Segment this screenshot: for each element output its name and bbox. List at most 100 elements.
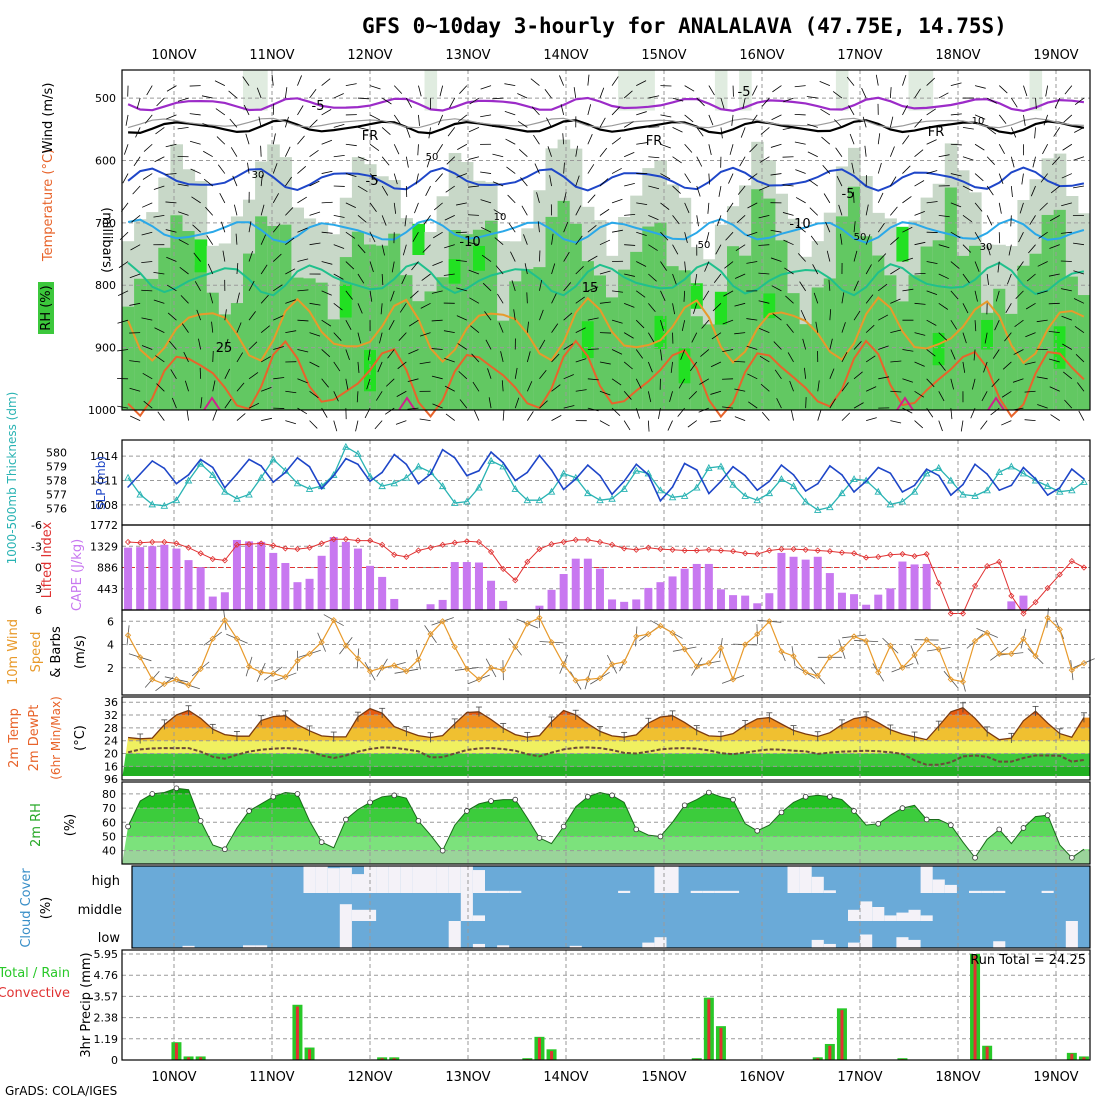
cloud-bar-high [823, 890, 836, 893]
wind-barb [648, 244, 658, 251]
wind-barb [694, 273, 698, 285]
wind-barb [380, 303, 383, 315]
wind10-point [245, 663, 253, 670]
wind-barb [199, 367, 202, 379]
wind-barb [428, 127, 431, 139]
wind-barb [832, 91, 843, 99]
wind-barb [691, 332, 698, 343]
li-point [790, 546, 797, 553]
wind-barb [684, 143, 693, 153]
date-axis-bottom: 10NOV 11NOV 12NOV 13NOV 14NOV 15NOV 16NOV 17NOV… [151, 1070, 1078, 1085]
wind-barb [611, 76, 619, 86]
wind-barb [426, 156, 431, 168]
wind10-point [524, 620, 531, 627]
wind-barb [190, 168, 201, 174]
wind-barb [407, 407, 419, 410]
li-point [802, 546, 809, 553]
wind-barb [624, 244, 636, 246]
cape-bar [753, 603, 762, 610]
rh-shade-mid [146, 278, 159, 410]
wind-barb [129, 415, 141, 421]
wind-barb [865, 204, 869, 216]
wind-barb [802, 338, 807, 350]
slp-point [478, 469, 480, 472]
slp-point [514, 479, 517, 482]
slp-point [1022, 466, 1025, 469]
isotherm-label: 15 [582, 281, 599, 296]
wind-barb [166, 284, 177, 292]
slp-point [187, 474, 190, 476]
wind10-point [584, 676, 591, 683]
li-point [838, 549, 846, 556]
cape-tick: 1329 [90, 540, 118, 553]
rh-shade-mid [497, 320, 510, 410]
wind-barb [759, 355, 770, 363]
wind-barb [926, 201, 938, 204]
date-label: 11NOV [249, 48, 294, 63]
rh-contour-label: 30 [980, 242, 993, 253]
wind-barb [321, 319, 332, 327]
wind-barb [393, 202, 397, 214]
wind-barb [974, 261, 980, 272]
wind-barb [222, 250, 226, 262]
rh-frame [121, 781, 1091, 865]
wind-barb [418, 114, 420, 126]
wind-barb [468, 269, 480, 275]
thickness-point [765, 489, 774, 497]
wind-barb [551, 384, 561, 392]
wind-barb [672, 273, 677, 285]
cape-bar [305, 578, 314, 610]
cape-bar [608, 599, 617, 610]
li-point [645, 544, 652, 551]
isotherm-label: FR [646, 134, 663, 149]
wind-barb [563, 192, 567, 203]
wind-barb [623, 420, 631, 431]
slp-point [986, 473, 988, 475]
wind-barb [260, 204, 265, 216]
wind-barb [636, 290, 646, 298]
wind-barb [878, 283, 888, 292]
cape-bar [668, 576, 677, 610]
wind-barb [902, 75, 907, 86]
wind-barb [599, 147, 608, 157]
wind-barb [981, 391, 988, 402]
wind-barb [374, 420, 383, 430]
wind-barb [169, 340, 177, 350]
cloud-bar-high [666, 866, 679, 893]
thickness-tick: 578 [46, 475, 67, 488]
wind-barb [357, 215, 367, 223]
temp-tick: 36 [104, 696, 118, 709]
rh-shade-high [448, 259, 462, 284]
wind-barb [866, 417, 877, 421]
wind-barb [710, 390, 722, 395]
wind-barb [807, 123, 818, 128]
wind-barb [962, 273, 970, 284]
wind10-point [754, 630, 761, 638]
wind-barb [563, 312, 573, 321]
wind-barb [456, 173, 467, 178]
cape-bar [595, 568, 604, 610]
thickness-point [1019, 469, 1028, 477]
thickness-point [511, 484, 520, 492]
wind-barb [165, 143, 177, 148]
wind-barb [734, 273, 746, 279]
wind-barb [660, 173, 671, 180]
wind-barb [345, 290, 353, 300]
cloud-bar-high [364, 866, 377, 893]
wind-barb [154, 156, 165, 163]
li-point [633, 546, 640, 553]
thickness-point [269, 455, 278, 463]
wind-barb [457, 114, 468, 123]
wind-barb [285, 237, 295, 245]
cape-bar [366, 565, 375, 610]
wind-barb [419, 418, 431, 422]
wind-barb [247, 162, 250, 174]
thickness-point [450, 499, 459, 506]
wind-barb [321, 261, 333, 265]
wind-barb [551, 263, 556, 275]
wind-barb [962, 303, 969, 314]
cape-bar [716, 589, 725, 610]
wind-barb [397, 361, 407, 370]
wind-barb [865, 324, 875, 333]
cloud-bar-high [460, 866, 473, 893]
